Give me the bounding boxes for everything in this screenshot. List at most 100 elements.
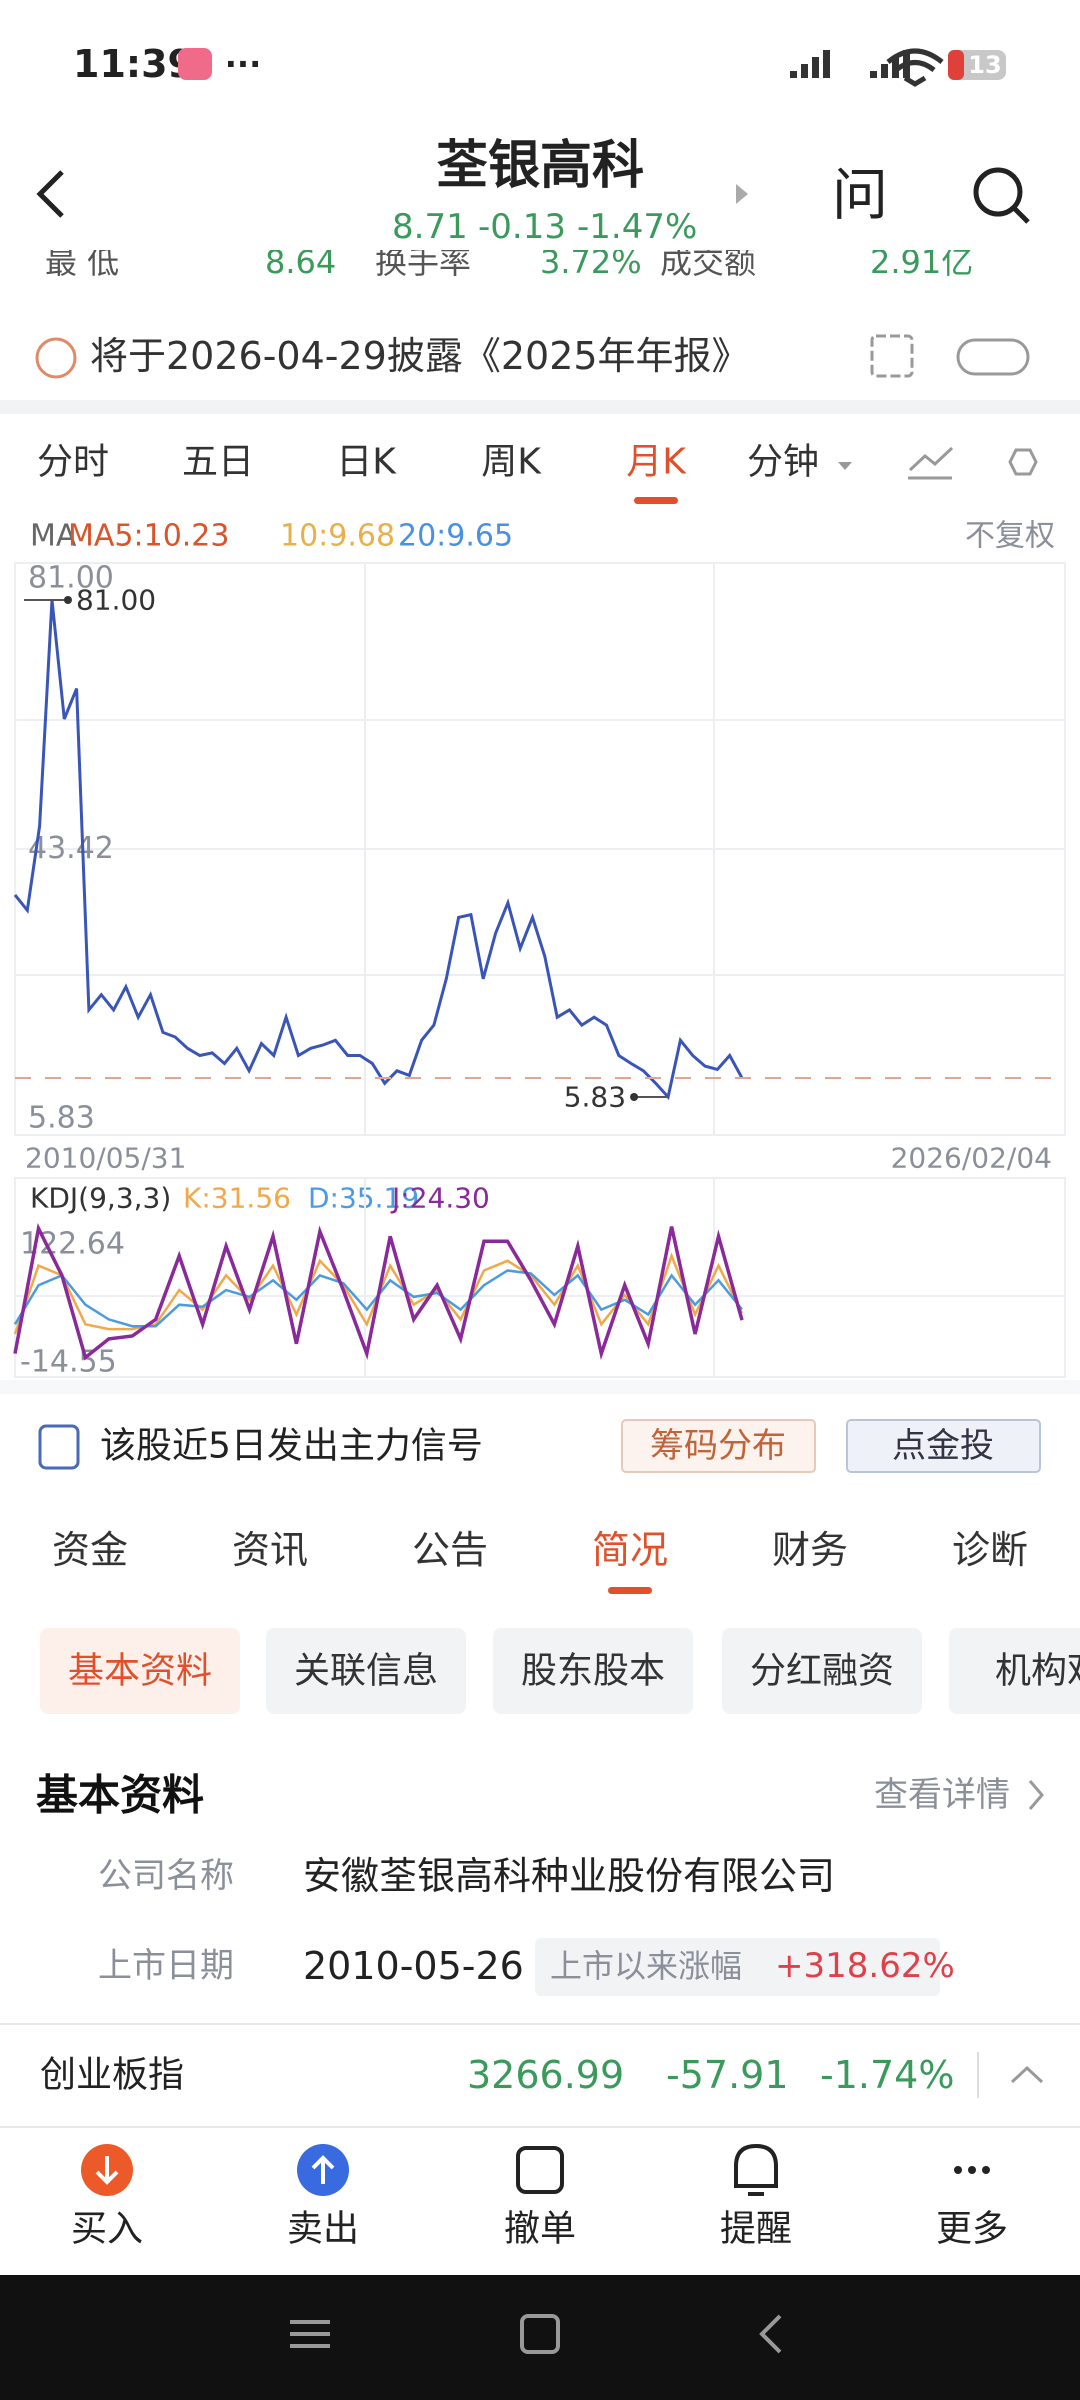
info-tab[interactable]: 资金: [52, 1528, 128, 1572]
ma-item: 20:9.65: [398, 519, 513, 554]
chart-bottom-band: [0, 1380, 1080, 1394]
signal-bar: [823, 50, 830, 78]
stock-change-pct: -1.47%: [577, 207, 697, 247]
more-dot: [982, 2166, 990, 2174]
y-tick-label: 5.83: [28, 1101, 95, 1136]
price-line: [13, 599, 744, 1101]
signal-text[interactable]: 该股近5日发出主力信号: [100, 1426, 483, 1467]
calendar-icon[interactable]: [870, 334, 914, 378]
low-label: 5.83: [564, 1081, 626, 1114]
chart-tab[interactable]: 分钟: [747, 442, 819, 483]
buy-arrow: [95, 2156, 119, 2185]
low-dot: [630, 1093, 639, 1101]
settings-icon[interactable]: [1008, 448, 1038, 476]
info-tab[interactable]: 财务: [772, 1528, 848, 1572]
info-tab[interactable]: 公告: [412, 1528, 488, 1572]
chevron: [1028, 1780, 1044, 1810]
field-label: 公司名称: [98, 1856, 234, 1896]
info-tab[interactable]: 简况: [592, 1528, 668, 1572]
y-tick-label: 43.42: [28, 831, 114, 866]
nav-item[interactable]: 提醒: [720, 2209, 792, 2250]
pill[interactable]: [266, 1628, 466, 1714]
chart-tab[interactable]: 分时: [37, 442, 109, 483]
field-label: 上市日期: [98, 1946, 234, 1986]
next-icon[interactable]: [736, 184, 748, 204]
pill[interactable]: [40, 1628, 240, 1714]
draw-icon[interactable]: [908, 446, 954, 480]
field-value: 安徽荃银高科种业股份有限公司: [303, 1854, 835, 1898]
wifi-icon: [886, 48, 944, 87]
signal-bar: [790, 71, 797, 78]
detail-link[interactable]: 查看详情: [874, 1775, 1010, 1815]
kdj-legend: J:24.30: [390, 1182, 490, 1215]
pill-text[interactable]: 关联信息: [294, 1651, 438, 1692]
y-tick-label: -14.55: [20, 1345, 117, 1380]
high-dot: [63, 596, 72, 604]
sell-arrow: [311, 2155, 335, 2184]
pill-text[interactable]: 基本资料: [68, 1651, 212, 1692]
more-dot: [954, 2166, 962, 2174]
chart-tab[interactable]: 日K: [336, 442, 397, 483]
menu-key[interactable]: [290, 2320, 330, 2348]
ma-item: 10:9.68: [280, 519, 395, 554]
ask-button[interactable]: 问: [832, 164, 888, 229]
kdj-legend: D:35.19: [308, 1182, 419, 1215]
index-change-pct: -1.74%: [820, 2053, 954, 2097]
gold-button[interactable]: [846, 1419, 1041, 1473]
field-value: 2010-05-26: [303, 1944, 524, 1988]
x-start-label: 2010/05/31: [25, 1142, 186, 1175]
pill[interactable]: [949, 1628, 1080, 1714]
chip-button[interactable]: [621, 1419, 816, 1473]
nav-item[interactable]: 撤单: [504, 2209, 576, 2250]
tab-underline: [634, 497, 678, 504]
collapse-caret[interactable]: [1010, 2065, 1044, 2084]
stock-name: 荃银高科: [436, 136, 644, 196]
high-label: 81.00: [76, 584, 156, 617]
nav-item[interactable]: 更多: [936, 2209, 1008, 2250]
chart-tab[interactable]: 五日: [182, 442, 254, 483]
index-value: 3266.99: [467, 2053, 624, 2097]
cancel-icon: [516, 2146, 564, 2194]
home-key[interactable]: [520, 2314, 560, 2354]
search-handle: [1012, 206, 1030, 224]
header-bg: [0, 0, 1080, 250]
back-key[interactable]: [759, 2314, 782, 2354]
ma-label: MA: [30, 519, 77, 554]
nav-item[interactable]: 卖出: [287, 2209, 359, 2250]
since-label: 上市以来涨幅: [550, 1947, 742, 1985]
section-heading: 基本资料: [36, 1771, 204, 1820]
chart-tab[interactable]: 周K: [481, 442, 542, 483]
x-end-label: 2026/02/04: [891, 1142, 1052, 1175]
info-tab[interactable]: 资讯: [232, 1528, 308, 1572]
announce-icon: [35, 337, 77, 379]
signal-bar: [881, 64, 888, 78]
bell-icon: [734, 2143, 778, 2196]
divider-band: [0, 400, 1080, 414]
page-badge[interactable]: [956, 338, 1030, 376]
nav-item[interactable]: 买入: [71, 2209, 143, 2250]
status-time: 11:39: [73, 42, 194, 86]
pill[interactable]: [493, 1628, 693, 1714]
search-icon[interactable]: [973, 167, 1023, 217]
pill[interactable]: [722, 1628, 922, 1714]
gold-button-text[interactable]: 点金投: [892, 1426, 994, 1466]
back-icon[interactable]: [36, 170, 64, 218]
tab-underline: [608, 1587, 652, 1594]
adjust-toggle[interactable]: 不复权: [965, 519, 1055, 554]
info-tab[interactable]: 诊断: [952, 1528, 1028, 1572]
tab-caret: [838, 462, 852, 470]
chip-button-text[interactable]: 筹码分布: [650, 1426, 786, 1466]
chart-tab[interactable]: 月K: [626, 442, 687, 483]
pill-text[interactable]: 股东股本: [521, 1651, 665, 1692]
pill-text[interactable]: 机构观: [995, 1651, 1080, 1692]
kdj-legend: K:31.56: [183, 1182, 291, 1215]
battery-level: [948, 50, 964, 80]
more-dot: [968, 2166, 976, 2174]
app-icon: [178, 48, 212, 80]
announcement: 将于2026-04-29披露《2025年年报》: [90, 334, 750, 378]
pill-text[interactable]: 分红融资: [750, 1651, 894, 1692]
status-more: ···: [225, 45, 261, 83]
stock-price: 8.71: [392, 207, 468, 247]
